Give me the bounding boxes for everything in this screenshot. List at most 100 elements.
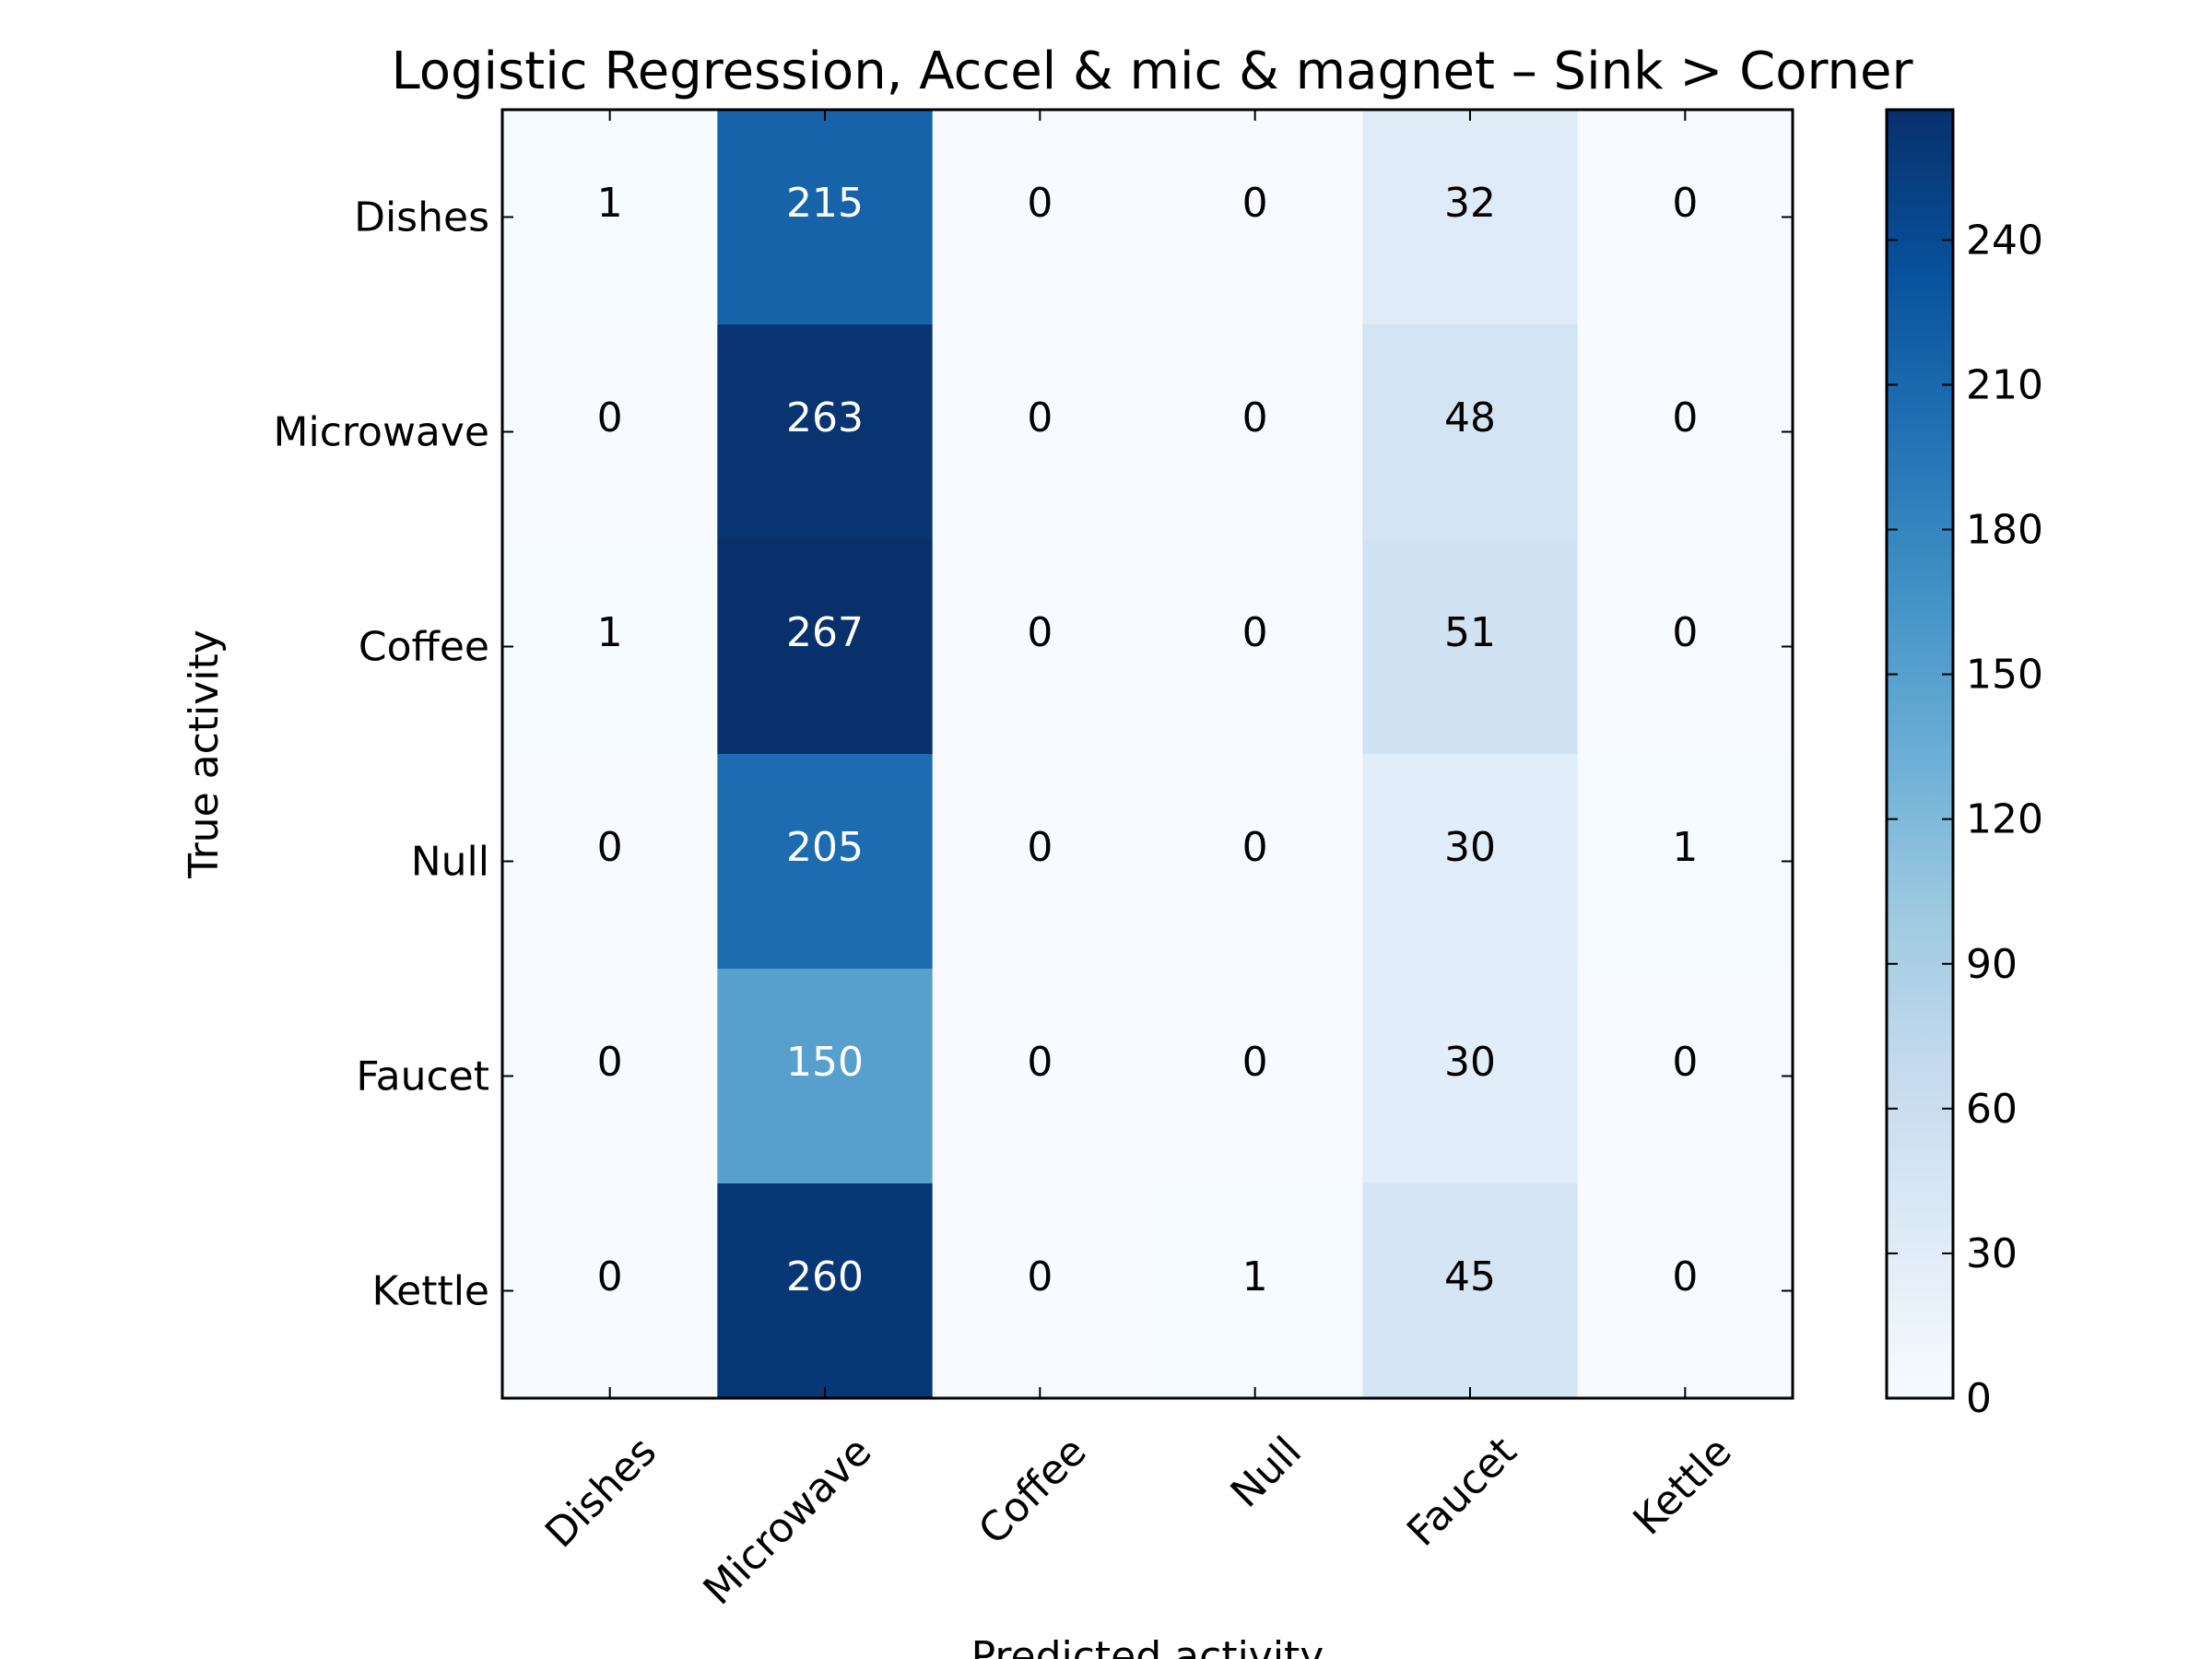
cell-value-label: 0 [1672, 609, 1698, 656]
cell-value-label: 32 [1444, 180, 1496, 227]
heatmap-cell [502, 539, 718, 755]
cell-value-label: 0 [1242, 180, 1268, 227]
heatmap-cell [502, 969, 718, 1184]
heatmap-cell [932, 110, 1148, 325]
cell-value-label: 0 [1027, 1253, 1053, 1300]
heatmap-cell [932, 539, 1148, 755]
y-axis-label: True activity [181, 629, 228, 879]
x-tick-label: Faucet [1398, 1428, 1525, 1555]
heatmap-cell [717, 324, 934, 540]
cell-value-label: 30 [1444, 824, 1496, 871]
heatmap-cell [1577, 110, 1794, 325]
cell-value-label: 1 [597, 180, 623, 227]
heatmap-cell [1362, 539, 1579, 755]
cell-value-label: 0 [1242, 394, 1268, 441]
colorbar-tick-label: 240 [1966, 217, 2043, 264]
heatmap-cell [1577, 324, 1794, 540]
cell-value-label: 0 [1672, 180, 1698, 227]
heatmap-cell-labels: 1 215 0 0 32 0 0 263 0 0 48 0 1 267 0 0 51 0 0 205 0 0 30 1 0 150… [597, 180, 1699, 1300]
heatmap-cell [932, 1183, 1148, 1399]
cell-value-label: 0 [1027, 394, 1053, 441]
cell-value-label: 0 [1242, 609, 1268, 656]
heatmap-cell [1147, 324, 1363, 540]
x-tick-label: Null [1222, 1428, 1311, 1516]
x-axis-label: Predicted activity [971, 1633, 1324, 1659]
x-tick-label: Microwave [695, 1428, 881, 1614]
colorbar-tick-label: 150 [1966, 652, 2043, 699]
cell-value-label: 260 [786, 1253, 864, 1300]
y-tick-label: Faucet [356, 1053, 489, 1100]
cell-value-label: 150 [786, 1039, 864, 1086]
colorbar-tick-label: 30 [1966, 1230, 2018, 1277]
colorbar-tick-label: 120 [1966, 796, 2043, 843]
x-tick-label: Kettle [1624, 1428, 1740, 1544]
cell-value-label: 48 [1444, 394, 1496, 441]
heatmap-cell [717, 754, 934, 970]
cell-value-label: 215 [786, 180, 864, 227]
heatmap-cell [1362, 324, 1579, 540]
heatmap-cell [1577, 754, 1794, 970]
cell-value-label: 1 [1242, 1253, 1268, 1300]
chart-title: Logistic Regression, Accel & mic & magne… [392, 41, 1914, 101]
heatmap-cell [502, 754, 718, 970]
cell-value-label: 263 [786, 394, 864, 441]
cell-value-label: 0 [1027, 1039, 1053, 1086]
heatmap-cell [1577, 969, 1794, 1184]
heatmap-cell [1147, 1183, 1363, 1399]
x-tick-label: Coffee [970, 1428, 1096, 1554]
y-tick-label: Dishes [354, 194, 489, 241]
heatmap-cells [502, 110, 1794, 1399]
plot-frame [500, 108, 1794, 1400]
heatmap-cell [1362, 1183, 1579, 1399]
heatmap-cell [1577, 539, 1794, 755]
colorbar-tick-label: 90 [1966, 941, 2018, 988]
cell-value-label: 0 [1672, 394, 1698, 441]
cell-value-label: 205 [786, 824, 864, 871]
y-tick-label: Coffee [359, 624, 489, 671]
cell-value-label: 0 [1672, 1039, 1698, 1086]
cell-value-label: 0 [1027, 824, 1053, 871]
colorbar [1885, 108, 1955, 1400]
colorbar-tick-label: 210 [1966, 361, 2043, 408]
heatmap-cell [932, 969, 1148, 1184]
x-tick-label: Dishes [536, 1428, 665, 1557]
heatmap-cell [1362, 110, 1579, 325]
heatmap-cell [1147, 754, 1363, 970]
colorbar-tick-label: 180 [1966, 507, 2043, 554]
colorbar-tick-label: 60 [1966, 1086, 2018, 1133]
heatmap-cell [1147, 969, 1363, 1184]
cell-value-label: 30 [1444, 1039, 1496, 1086]
heatmap-cell [717, 110, 934, 325]
cell-value-label: 0 [1242, 824, 1268, 871]
colorbar-tick-label: 0 [1966, 1375, 1992, 1422]
cell-value-label: 0 [1027, 180, 1053, 227]
cell-value-label: 0 [597, 1253, 623, 1300]
heatmap-cell [1362, 969, 1579, 1184]
heatmap-cell [717, 969, 934, 1184]
y-tick-label: Microwave [274, 409, 489, 456]
heatmap-cell [1362, 754, 1579, 970]
heatmap-cell [1147, 110, 1363, 325]
heatmap-cell [932, 324, 1148, 540]
y-tick-label: Null [411, 839, 489, 886]
y-tick-label: Kettle [371, 1268, 489, 1315]
cell-value-label: 45 [1444, 1253, 1496, 1300]
heatmap-cell [717, 539, 934, 755]
colorbar-ticks: 0 30 60 90 120 150 180 210 240 [1887, 217, 2043, 1422]
cell-value-label: 0 [597, 824, 623, 871]
cell-value-label: 0 [597, 1039, 623, 1086]
cell-value-label: 1 [1672, 824, 1698, 871]
heatmap-cell [502, 110, 718, 325]
heatmap-cell [502, 324, 718, 540]
cell-value-label: 51 [1444, 609, 1496, 656]
y-axis-ticks: Dishes Microwave Coffee Null Faucet Kettle [274, 194, 1793, 1315]
heatmap-cell [717, 1183, 934, 1399]
cell-value-label: 0 [1242, 1039, 1268, 1086]
cell-value-label: 0 [1672, 1253, 1698, 1300]
heatmap-cell [1577, 1183, 1794, 1399]
heatmap-cell [932, 754, 1148, 970]
heatmap-cell [502, 1183, 718, 1399]
heatmap-cell [1147, 539, 1363, 755]
cell-value-label: 0 [1027, 609, 1053, 656]
